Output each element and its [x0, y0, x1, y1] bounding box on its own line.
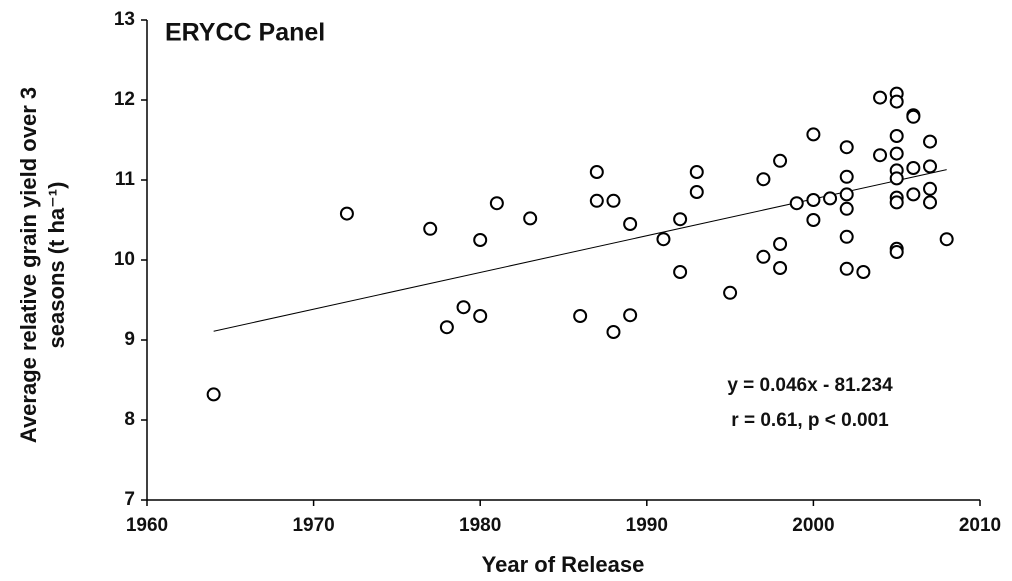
point [889, 129, 904, 143]
point [689, 185, 704, 199]
point [889, 94, 904, 109]
point [856, 265, 871, 279]
point [839, 229, 854, 244]
point [423, 221, 438, 236]
point [839, 140, 854, 155]
point [439, 320, 454, 335]
point [906, 187, 921, 202]
point [473, 233, 488, 247]
point [589, 193, 604, 208]
point [889, 245, 904, 259]
x-tick-label: 2000 [792, 515, 834, 536]
point [889, 146, 904, 161]
annotation: r = 0.61, p < 0.001 [731, 410, 889, 431]
point [723, 285, 738, 300]
point [773, 261, 788, 275]
point [923, 181, 938, 196]
point [339, 206, 354, 221]
y-tick-label: 9 [124, 329, 135, 350]
point [923, 159, 938, 174]
point [523, 211, 538, 226]
x-tick-label: 2010 [959, 515, 1001, 536]
y-tick-label: 13 [114, 9, 135, 30]
point [939, 232, 954, 247]
point [573, 309, 588, 323]
x-tick-label: 1990 [626, 515, 668, 536]
point [773, 237, 788, 251]
point [589, 165, 604, 179]
y-tick-label: 7 [124, 489, 135, 510]
x-tick-label: 1960 [126, 515, 168, 536]
point [906, 109, 921, 124]
point [806, 127, 821, 142]
point [606, 325, 621, 339]
point [623, 217, 638, 231]
point [473, 309, 488, 323]
x-axis-label: Year of Release [482, 552, 645, 577]
point [839, 201, 854, 216]
point [889, 195, 904, 210]
point [756, 249, 771, 264]
point [689, 165, 704, 179]
point [673, 265, 688, 279]
annotation: y = 0.046x - 81.234 [727, 375, 893, 396]
point [839, 169, 854, 184]
point [206, 387, 221, 402]
point [923, 195, 938, 210]
trendline [213, 169, 947, 332]
point [906, 161, 921, 175]
y-tick-label: 10 [114, 249, 135, 270]
point [656, 232, 671, 247]
y-axis-label: seasons (t ha⁻¹) [44, 182, 69, 349]
point [606, 193, 621, 208]
chart-title: ERYCC Panel [165, 19, 325, 47]
point [889, 171, 904, 186]
point [623, 308, 638, 323]
x-tick-label: 1970 [292, 515, 334, 536]
point [756, 172, 771, 187]
point [806, 213, 821, 227]
point [773, 153, 788, 168]
point [789, 196, 804, 211]
y-axis-label: Average relative grain yield over 3 [16, 87, 41, 443]
point [873, 148, 888, 163]
point [806, 193, 821, 207]
point [456, 300, 471, 315]
x-tick-label: 1980 [459, 515, 501, 536]
point [839, 187, 854, 202]
point [839, 261, 854, 276]
point [489, 196, 504, 211]
y-tick-label: 11 [115, 169, 136, 190]
point [823, 191, 838, 206]
point [673, 212, 688, 227]
point [923, 134, 938, 149]
point [873, 90, 888, 105]
y-tick-label: 12 [114, 89, 135, 110]
y-tick-label: 8 [124, 409, 135, 430]
